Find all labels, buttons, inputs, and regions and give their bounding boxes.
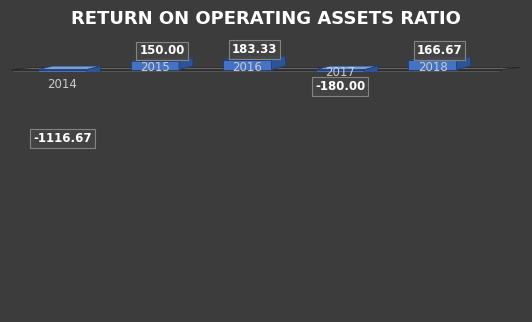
Polygon shape <box>456 57 470 70</box>
Text: 2014: 2014 <box>47 79 77 91</box>
Polygon shape <box>364 66 378 80</box>
Text: 166.67: 166.67 <box>417 43 462 57</box>
Text: 2017: 2017 <box>325 66 355 79</box>
Polygon shape <box>12 68 520 70</box>
Polygon shape <box>131 62 179 70</box>
Polygon shape <box>316 66 378 70</box>
Polygon shape <box>223 56 286 60</box>
Polygon shape <box>316 70 364 80</box>
Text: 150.00: 150.00 <box>139 44 185 57</box>
Text: RETURN ON OPERATING ASSETS RATIO: RETURN ON OPERATING ASSETS RATIO <box>71 10 461 28</box>
Text: 2018: 2018 <box>418 61 447 74</box>
Polygon shape <box>409 57 470 61</box>
Text: 183.33: 183.33 <box>232 43 277 56</box>
Polygon shape <box>38 66 101 70</box>
Text: -1116.67: -1116.67 <box>33 132 92 145</box>
Polygon shape <box>409 61 456 70</box>
Text: 2016: 2016 <box>232 61 262 74</box>
Polygon shape <box>87 66 101 131</box>
Polygon shape <box>38 70 87 131</box>
Text: 2015: 2015 <box>140 61 170 74</box>
Polygon shape <box>271 56 286 70</box>
Polygon shape <box>131 58 193 62</box>
Polygon shape <box>179 58 193 70</box>
Polygon shape <box>12 70 500 72</box>
Text: -180.00: -180.00 <box>315 80 365 93</box>
Polygon shape <box>223 60 271 70</box>
